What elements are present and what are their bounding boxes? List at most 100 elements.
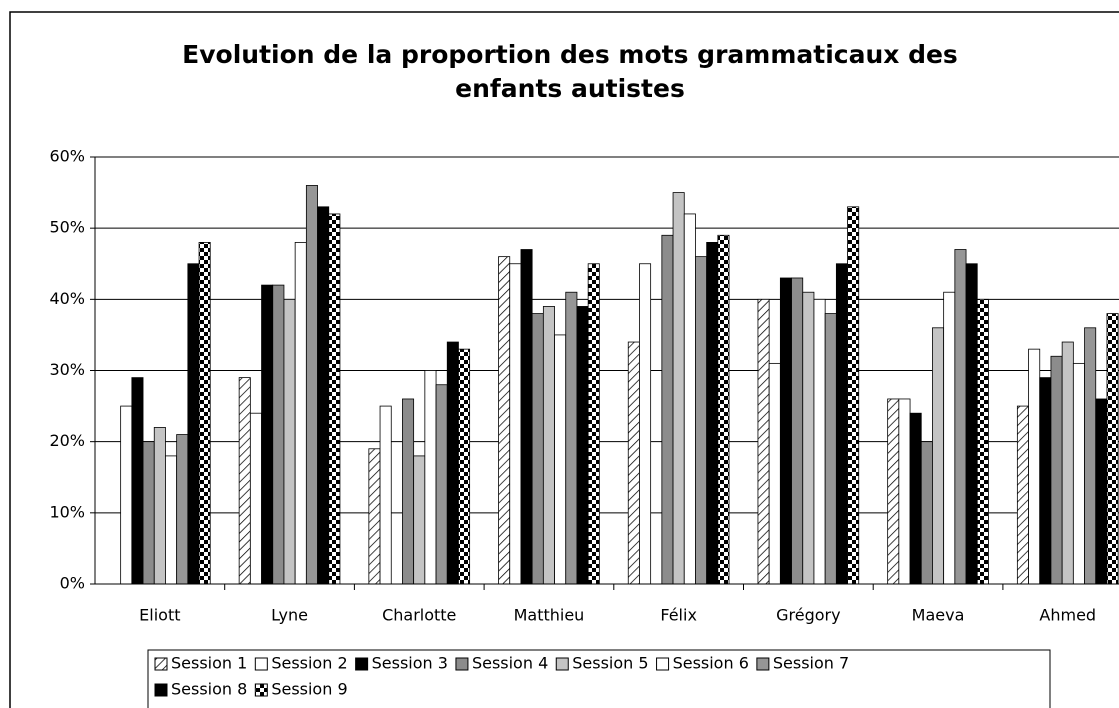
- legend-swatch: [455, 657, 469, 671]
- bar: [187, 263, 200, 585]
- y-tick-label: 60%: [49, 147, 85, 166]
- bar: [1072, 362, 1085, 585]
- bar: [249, 412, 262, 585]
- bar: [1039, 377, 1052, 585]
- bar: [847, 206, 860, 585]
- bar: [1050, 355, 1063, 585]
- x-tick-label: Lyne: [271, 606, 308, 625]
- bar: [965, 263, 978, 585]
- x-tick-label: Grégory: [776, 606, 840, 625]
- bar: [976, 298, 989, 585]
- bar: [520, 249, 533, 585]
- bar: [932, 327, 945, 585]
- x-tick-label: Charlotte: [382, 606, 456, 625]
- legend-label: Session 6: [673, 654, 749, 673]
- bar: [379, 405, 392, 585]
- bar: [509, 263, 522, 585]
- bar: [1106, 313, 1119, 585]
- bar: [328, 213, 341, 585]
- bar: [639, 263, 652, 585]
- legend-swatch: [656, 657, 670, 671]
- bar: [294, 241, 307, 585]
- bar: [576, 306, 589, 585]
- bar: [887, 398, 900, 585]
- bar: [238, 377, 251, 585]
- bar: [554, 334, 567, 585]
- bar: [413, 455, 426, 585]
- y-tick-label: 20%: [49, 431, 85, 450]
- bar: [317, 206, 330, 585]
- bar: [1095, 398, 1108, 585]
- y-tick-label: 10%: [49, 502, 85, 521]
- x-tick-label: Maeva: [912, 606, 965, 625]
- bar: [683, 213, 696, 585]
- legend-label: Session 8: [171, 680, 247, 699]
- legend-label: Session 7: [773, 654, 849, 673]
- bar: [272, 284, 285, 585]
- chart-frame: [9, 11, 1119, 708]
- x-tick-label: Matthieu: [514, 606, 585, 625]
- legend-label: Session 5: [572, 654, 648, 673]
- bar: [305, 185, 318, 585]
- legend-box: [147, 649, 1051, 708]
- legend-label: Session 2: [271, 654, 347, 673]
- bar: [920, 441, 933, 585]
- bar: [954, 249, 967, 585]
- chart-title: Evolution de la proportion des mots gram…: [182, 40, 958, 103]
- bar: [824, 313, 837, 585]
- bar: [672, 192, 685, 585]
- y-tick-label: 30%: [49, 360, 85, 379]
- bar: [402, 398, 415, 585]
- bar: [176, 434, 189, 585]
- bar: [909, 412, 922, 585]
- bar: [627, 341, 640, 585]
- legend-label: Session 4: [472, 654, 548, 673]
- bar: [1016, 405, 1029, 585]
- bar: [142, 441, 155, 585]
- bar: [1084, 327, 1097, 585]
- y-tick-label: 50%: [49, 218, 85, 237]
- bar: [791, 277, 804, 585]
- legend-swatch: [154, 683, 168, 697]
- bar: [446, 341, 459, 585]
- bar: [768, 362, 781, 585]
- legend-swatch: [756, 657, 770, 671]
- bar: [779, 277, 792, 585]
- bar: [898, 398, 911, 585]
- legend-swatch: [355, 657, 369, 671]
- legend-swatch: [154, 657, 168, 671]
- bar: [131, 377, 144, 585]
- x-tick-label: Eliott: [139, 606, 180, 625]
- bar: [165, 455, 178, 585]
- bar: [531, 313, 544, 585]
- bar: [706, 241, 719, 585]
- bar: [813, 298, 826, 585]
- bar: [424, 370, 437, 585]
- bar: [565, 291, 578, 585]
- bar: [368, 448, 381, 585]
- bar: [661, 234, 674, 585]
- bar: [695, 256, 708, 585]
- legend-label: Session 1: [171, 654, 247, 673]
- bar: [943, 291, 956, 585]
- bar: [120, 405, 133, 585]
- bar: [458, 348, 471, 585]
- legend-label: Session 3: [372, 654, 448, 673]
- legend-swatch: [254, 683, 268, 697]
- bar: [587, 263, 600, 585]
- x-tick-label: Félix: [660, 606, 697, 625]
- bar: [198, 241, 211, 585]
- bar: [153, 427, 166, 585]
- bar: [283, 298, 296, 585]
- bar: [717, 234, 730, 585]
- bar: [1061, 341, 1074, 585]
- bar: [498, 256, 511, 585]
- bar: [1028, 348, 1041, 585]
- bar: [435, 384, 448, 585]
- bar: [261, 284, 274, 585]
- legend-swatch: [254, 657, 268, 671]
- x-tick-label: Ahmed: [1039, 606, 1096, 625]
- legend-label: Session 9: [271, 680, 347, 699]
